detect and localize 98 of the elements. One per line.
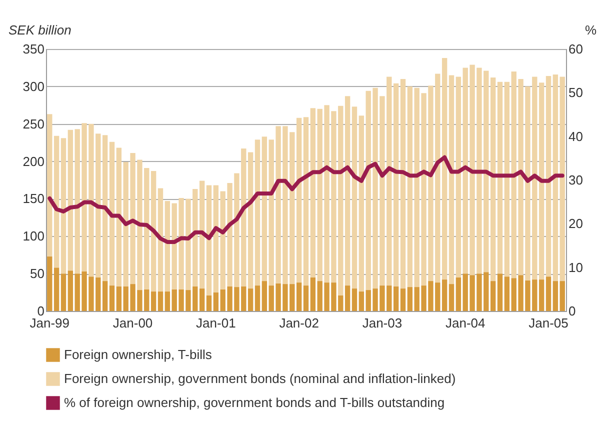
bar [254,286,260,311]
bar [448,75,454,284]
bar [560,281,565,311]
bar [358,292,364,311]
y-tick-label: 0 [37,304,44,318]
bar [456,277,462,311]
y-axis-title: SEK billion [8,22,72,38]
y-tick-label: 200 [22,154,44,169]
y2-tick-label: 0 [568,304,576,318]
bar [407,287,413,311]
bar [47,114,52,256]
bar [497,274,503,311]
bar [303,117,309,286]
x-tick-label: Jan-01 [196,316,236,330]
bar [199,180,205,289]
bar [546,76,552,277]
bar [490,77,496,282]
bar [400,78,406,289]
legend-label: Foreign ownership, T-bills [64,347,212,362]
bar [296,118,302,283]
bar [254,140,260,286]
y2-tick-label: 50 [568,85,583,100]
bar [60,138,66,274]
bar [310,108,316,278]
bar [248,152,254,289]
bar [164,200,170,292]
x-tick-label: Jan-00 [112,316,153,330]
bar [560,76,565,282]
bar [552,74,558,282]
bar [213,185,219,292]
y2-tick-label: 40 [568,128,583,144]
bar [206,185,212,296]
bar [442,280,448,311]
bar [262,136,268,282]
bar [109,142,115,286]
y-tick-label: 300 [22,78,44,94]
bar [393,83,399,286]
y-tick-label: 100 [22,228,44,244]
bar [546,276,552,311]
bar [448,284,454,311]
y2-tick-label: 60 [568,42,583,56]
bar [538,280,544,311]
bar [206,295,212,311]
bar [262,281,268,311]
y-tick-label: 150 [22,191,44,206]
bar [407,86,413,288]
bar [552,281,558,311]
bar [490,281,496,311]
bar [393,286,399,311]
bar [248,288,254,311]
x-tick-label: Jan-02 [279,316,319,330]
bar [352,106,358,289]
bar [213,292,219,311]
bar [150,292,156,311]
bar [109,286,115,311]
legend-label: % of foreign ownership, government bonds and T-bills outstanding [64,395,445,410]
bar [538,82,544,280]
y2-axis-title: % [584,22,597,38]
bar [116,148,122,286]
bar [352,288,358,311]
bar [296,282,302,311]
line-series [48,155,564,244]
x-tick-label: Jan-04 [445,316,486,330]
bar [102,135,108,282]
bar [68,130,74,271]
bar [150,171,156,292]
bar [442,58,448,280]
bar [158,188,164,292]
bar [54,136,60,268]
bar [303,286,309,311]
y2-tick-label: 30 [568,172,583,188]
bar [158,292,164,311]
bar [199,288,205,311]
y-tick-label: 350 [22,42,44,56]
bar [400,288,406,311]
bar [358,116,364,292]
bar [504,276,510,311]
bar [102,281,108,311]
x-tick-label: Jan-99 [30,316,70,330]
y2-tick-label: 10 [568,260,583,275]
bar [504,82,510,277]
bar [164,292,170,311]
x-tick-label: Jan-03 [362,316,402,330]
y-tick-label: 250 [22,116,44,132]
bar [68,270,74,311]
y2-tick-label: 20 [568,216,583,232]
bar [497,82,503,274]
legend-label: Foreign ownership, government bonds (nominal and inflation-linked) [64,371,456,386]
bar [116,286,122,311]
bar [54,268,60,311]
x-tick-label: Jan-05 [528,316,568,330]
bar [60,274,66,311]
bar [344,96,350,286]
bar [456,76,462,278]
bar [344,286,350,311]
y-tick-label: 50 [30,266,44,282]
bar [310,277,316,311]
bar [47,256,52,311]
